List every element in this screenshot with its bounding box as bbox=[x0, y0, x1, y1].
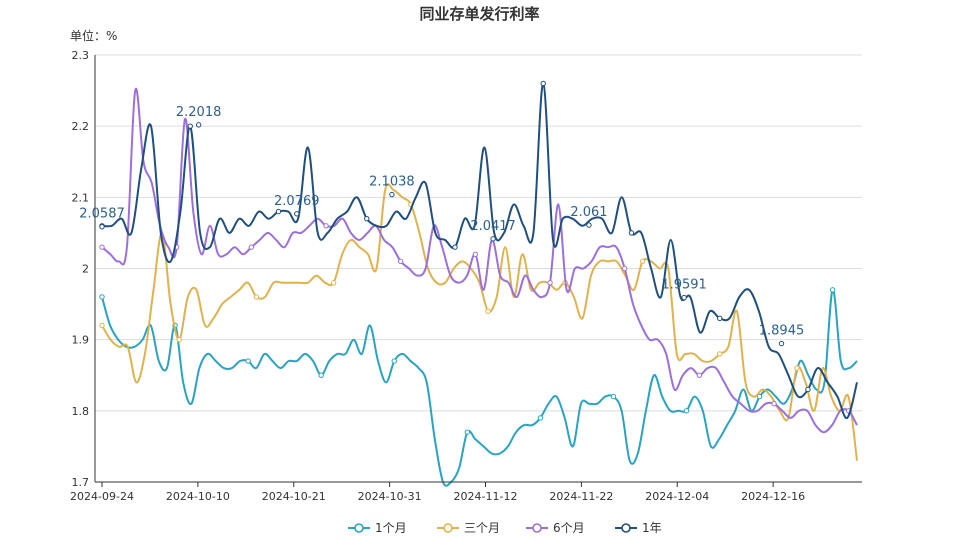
series-point bbox=[621, 265, 628, 272]
series-layer bbox=[99, 80, 858, 487]
legend-swatch-marker bbox=[621, 523, 631, 533]
series-point bbox=[323, 223, 329, 229]
annotation-label: 1.8945 bbox=[759, 324, 805, 339]
annotation-layer: 2.0587 2.2018 2.0769 2.1038 2.0417 2.061 1.959… bbox=[79, 105, 805, 347]
annotation-point bbox=[490, 236, 496, 242]
series-point bbox=[537, 415, 544, 421]
unit-label: 单位：% bbox=[70, 28, 117, 43]
series-line-2 bbox=[101, 87, 858, 434]
y-tick-label: 2.3 bbox=[72, 49, 90, 62]
series-point bbox=[391, 358, 397, 364]
legend-label: 1年 bbox=[642, 521, 662, 535]
series-point bbox=[756, 393, 763, 400]
series-point bbox=[330, 280, 337, 286]
legend: 1个月 三个月 6个月 1年 bbox=[348, 521, 662, 535]
y-tick-label: 1.7 bbox=[72, 476, 90, 489]
series-point bbox=[829, 287, 836, 293]
annotation-label: 2.061 bbox=[570, 205, 607, 220]
annotation-point bbox=[389, 191, 395, 198]
series-line-3 bbox=[101, 82, 858, 419]
x-tick-label: 2024-09-24 bbox=[70, 490, 134, 503]
legend-item: 1年 bbox=[615, 521, 662, 535]
series-point bbox=[187, 123, 193, 129]
series-point bbox=[253, 294, 260, 300]
y-tick-label: 2.2 bbox=[72, 120, 90, 133]
legend-swatch-marker bbox=[354, 523, 364, 533]
x-tick-label: 2024-10-21 bbox=[262, 490, 326, 503]
series-point bbox=[275, 208, 282, 215]
annotation-point bbox=[586, 222, 592, 228]
x-tick-label: 2024-10-31 bbox=[358, 490, 422, 503]
annotation-point bbox=[778, 340, 785, 347]
annotation-label: 2.0587 bbox=[79, 207, 125, 222]
y-tick-label: 2 bbox=[82, 263, 89, 276]
series-point bbox=[683, 408, 690, 414]
series-line-1 bbox=[101, 183, 858, 461]
annotation-label: 2.0417 bbox=[470, 219, 516, 234]
chart-title: 同业存单发行利率 bbox=[419, 5, 539, 23]
legend-swatch-marker bbox=[443, 523, 453, 533]
legend-item: 1个月 bbox=[348, 521, 407, 535]
legend-label: 6个月 bbox=[553, 521, 585, 535]
series-point bbox=[472, 251, 479, 257]
series-point bbox=[248, 244, 255, 250]
annotation-label: 2.1038 bbox=[369, 175, 415, 190]
x-tick-label: 2024-11-12 bbox=[454, 490, 518, 503]
x-tick-label: 2024-12-16 bbox=[741, 490, 805, 503]
series-point bbox=[717, 351, 723, 357]
series-point bbox=[364, 215, 370, 222]
series-point bbox=[176, 336, 182, 343]
series-point bbox=[610, 393, 617, 400]
x-tick-label: 2024-11-22 bbox=[549, 490, 613, 503]
series-point bbox=[245, 358, 251, 364]
series-point bbox=[547, 280, 553, 286]
legend-label: 三个月 bbox=[464, 521, 500, 535]
series-point bbox=[717, 315, 723, 322]
y-tick-label: 2.1 bbox=[72, 191, 90, 204]
annotation-point bbox=[195, 122, 202, 128]
y-tick-label: 1.8 bbox=[72, 405, 90, 418]
legend-swatch-marker bbox=[532, 523, 542, 533]
annotation-point bbox=[99, 224, 105, 230]
series-point bbox=[771, 401, 777, 407]
series-point bbox=[452, 244, 458, 250]
series-point bbox=[639, 258, 646, 265]
legend-label: 1个月 bbox=[375, 521, 407, 535]
x-tick-label: 2024-10-10 bbox=[166, 490, 230, 503]
axis-layer: 1.7 1.8 1.9 2 2.1 2.2 2.3 2024-09-24 2024-10-10 2… bbox=[70, 49, 862, 503]
series-point bbox=[397, 258, 404, 265]
annotation-label: 2.2018 bbox=[176, 105, 222, 120]
y-tick-label: 1.9 bbox=[72, 334, 90, 347]
series-point bbox=[540, 80, 546, 87]
series-point bbox=[628, 230, 635, 236]
annotation-label: 1.9591 bbox=[661, 278, 707, 293]
legend-item: 6个月 bbox=[526, 521, 585, 535]
series-point bbox=[318, 372, 324, 378]
series-point bbox=[99, 322, 105, 329]
series-point bbox=[99, 244, 105, 250]
series-point bbox=[696, 372, 703, 378]
series-point bbox=[464, 429, 471, 435]
x-tick-label: 2024-12-04 bbox=[645, 490, 709, 503]
series-point bbox=[99, 294, 105, 300]
series-point bbox=[805, 386, 811, 393]
legend-item: 三个月 bbox=[437, 521, 500, 535]
annotation-point bbox=[681, 294, 687, 301]
annotation-label: 2.0769 bbox=[274, 194, 320, 209]
series-point bbox=[485, 308, 491, 314]
series-line-0 bbox=[101, 288, 858, 487]
annotation-point bbox=[294, 211, 300, 217]
series-point bbox=[794, 365, 800, 371]
